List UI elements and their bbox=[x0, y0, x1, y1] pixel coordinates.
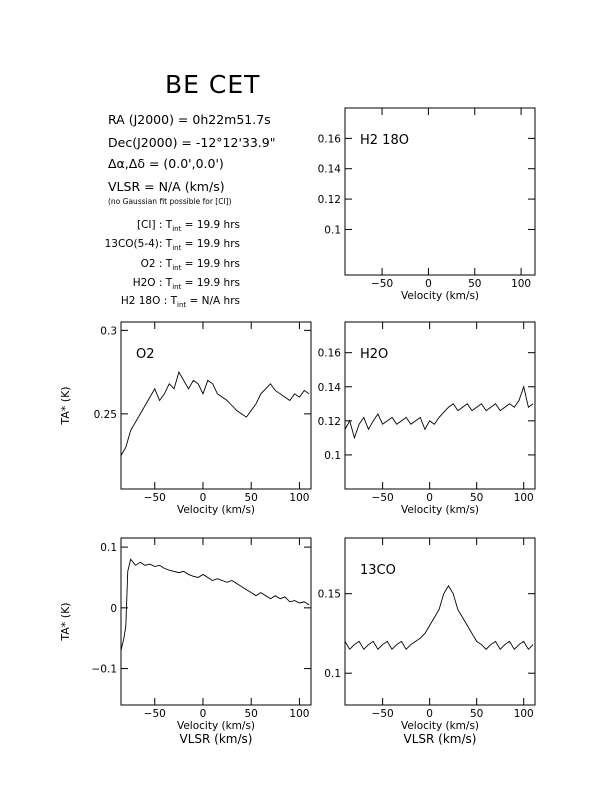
y-tick-label: 0.14 bbox=[318, 164, 342, 176]
x-tick-label: −50 bbox=[372, 708, 394, 720]
x-tick-label: 50 bbox=[470, 492, 483, 504]
x-axis-label-vlsr: VLSR (km/s) bbox=[404, 732, 477, 746]
panel-title: O2 bbox=[136, 347, 155, 362]
x-tick-label: 100 bbox=[514, 492, 534, 504]
y-tick-label: 0.1 bbox=[324, 224, 341, 236]
y-tick-label: 0.14 bbox=[318, 382, 342, 394]
x-tick-label: −50 bbox=[372, 492, 394, 504]
tint-value: 19.9 hrs bbox=[196, 277, 240, 289]
offset-label: Δα,Δδ = bbox=[108, 156, 160, 171]
tint-line-name: O2 bbox=[140, 258, 156, 270]
y-tick-label: 0 bbox=[110, 603, 117, 615]
tint-value: 19.9 hrs bbox=[196, 258, 240, 270]
x-axis-label: Velocity (km/s) bbox=[177, 720, 255, 732]
tint-line-name: H2O bbox=[132, 277, 156, 289]
vlsr-unit: (km/s) bbox=[184, 179, 225, 194]
tint-row-o2: O2 : Tint = 19.9 hrs bbox=[140, 258, 240, 273]
x-tick-label: −50 bbox=[144, 492, 166, 504]
y-tick-label: 0.1 bbox=[324, 450, 341, 462]
x-tick-label: −50 bbox=[371, 278, 393, 290]
spectrum-line-h2o bbox=[345, 385, 534, 440]
tint-value: 19.9 hrs bbox=[196, 219, 240, 231]
spectrum-line-13co bbox=[345, 584, 534, 651]
x-tick-label: 0 bbox=[425, 278, 432, 290]
x-tick-label: 0 bbox=[200, 708, 207, 720]
spectrum-panel-o2: −50 0 50 100 0.25 0.3 O2 Velocity (km/s) TA* (K) bbox=[59, 321, 312, 516]
tint-line-name: 13CO(5-4) bbox=[104, 238, 159, 250]
tint-value: 19.9 hrs bbox=[196, 238, 240, 250]
tint-row-h218o: H2 18O : Tint = N/A hrs bbox=[120, 295, 240, 310]
x-axis-label: Velocity (km/s) bbox=[401, 290, 479, 302]
y-tick-label: 0.3 bbox=[100, 325, 117, 337]
y-tick-label: 0.1 bbox=[100, 542, 117, 554]
panel-title: 13CO bbox=[360, 563, 396, 578]
tint-value: N/A hrs bbox=[201, 295, 240, 307]
spectrum-line-ci bbox=[121, 558, 310, 651]
x-tick-label: 100 bbox=[289, 492, 309, 504]
panel-frame bbox=[344, 537, 536, 706]
x-tick-label: 50 bbox=[468, 278, 481, 290]
spectrum-panel-ci: −50 0 50 100 −0.1 0 0.1 Velocity (km/s)VLSR (km… bbox=[59, 537, 312, 746]
x-tick-label: 100 bbox=[289, 708, 309, 720]
tint-row-h2o: H2O : Tint = 19.9 hrs bbox=[132, 277, 240, 292]
panel-frame bbox=[120, 537, 312, 706]
spectrum-panel-h218o: −50 0 50 100 0.1 0.12 0.14 0.16 H2 18O Velocity (… bbox=[318, 107, 536, 302]
offset-line: Δα,Δδ = (0.0',0.0') bbox=[108, 156, 224, 171]
y-axis-label: TA* (K) bbox=[59, 602, 72, 641]
y-tick-label: −0.1 bbox=[92, 664, 118, 676]
tint-line-name: H2 18O bbox=[120, 295, 161, 307]
panel-frame bbox=[120, 321, 312, 490]
panel-frame bbox=[344, 321, 536, 490]
x-tick-label: 100 bbox=[514, 708, 534, 720]
x-axis-label-vlsr: VLSR (km/s) bbox=[180, 732, 253, 746]
panel-title: H2 18O bbox=[360, 133, 409, 148]
ra-value: 0h22m51.7s bbox=[192, 112, 271, 127]
x-tick-label: 50 bbox=[470, 708, 483, 720]
tint-row-13co: 13CO(5-4): Tint = 19.9 hrs bbox=[104, 238, 240, 253]
spectrum-panel-h2o: −50 0 50 100 0.1 0.12 0.14 0.16 H2O Velocity (km/… bbox=[318, 321, 536, 516]
y-axis-label: TA* (K) bbox=[59, 386, 72, 425]
x-axis-label: Velocity (km/s) bbox=[401, 720, 479, 732]
panel-frame bbox=[344, 107, 536, 276]
tint-line-name: [CI] bbox=[136, 219, 156, 231]
y-tick-label: 0.15 bbox=[318, 589, 341, 601]
y-tick-label: 0.12 bbox=[318, 416, 341, 428]
offset-value: (0.0',0.0') bbox=[163, 156, 224, 171]
x-tick-label: 0 bbox=[200, 492, 207, 504]
y-tick-label: 0.16 bbox=[318, 133, 342, 145]
ra-label: RA (J2000) = bbox=[108, 112, 189, 127]
spectrum-panel-13co: −50 0 50 100 0.1 0.15 13CO Velocity (km/s)VLSR … bbox=[318, 537, 536, 746]
source-title: BE CET bbox=[165, 70, 261, 99]
y-tick-label: 0.16 bbox=[318, 348, 342, 360]
vlsr-label: VLSR = bbox=[108, 179, 155, 194]
dec-label: Dec(J2000) = bbox=[108, 135, 192, 150]
x-axis-label: Velocity (km/s) bbox=[401, 504, 479, 516]
x-tick-label: 50 bbox=[245, 492, 258, 504]
gaussian-note: (no Gaussian fit possible for [CI]) bbox=[108, 197, 232, 206]
x-tick-label: 100 bbox=[511, 278, 531, 290]
panel-title: H2O bbox=[360, 347, 388, 362]
dec-line: Dec(J2000) = -12°12'33.9" bbox=[108, 135, 275, 150]
vlsr-value: N/A bbox=[158, 179, 181, 194]
dec-value: -12°12'33.9" bbox=[195, 135, 276, 150]
x-tick-label: 50 bbox=[245, 708, 258, 720]
x-tick-label: 0 bbox=[426, 492, 433, 504]
spectrum-line-o2 bbox=[121, 370, 310, 456]
y-tick-label: 0.25 bbox=[94, 409, 117, 421]
y-tick-label: 0.1 bbox=[324, 668, 341, 680]
x-axis-label: Velocity (km/s) bbox=[177, 504, 255, 516]
y-tick-label: 0.12 bbox=[318, 194, 341, 206]
x-tick-label: 0 bbox=[426, 708, 433, 720]
tint-row-ci: [CI] : Tint = 19.9 hrs bbox=[136, 219, 240, 234]
ra-line: RA (J2000) = 0h22m51.7s bbox=[108, 112, 271, 127]
vlsr-line: VLSR = N/A (km/s) bbox=[108, 179, 225, 194]
x-tick-label: −50 bbox=[144, 708, 166, 720]
